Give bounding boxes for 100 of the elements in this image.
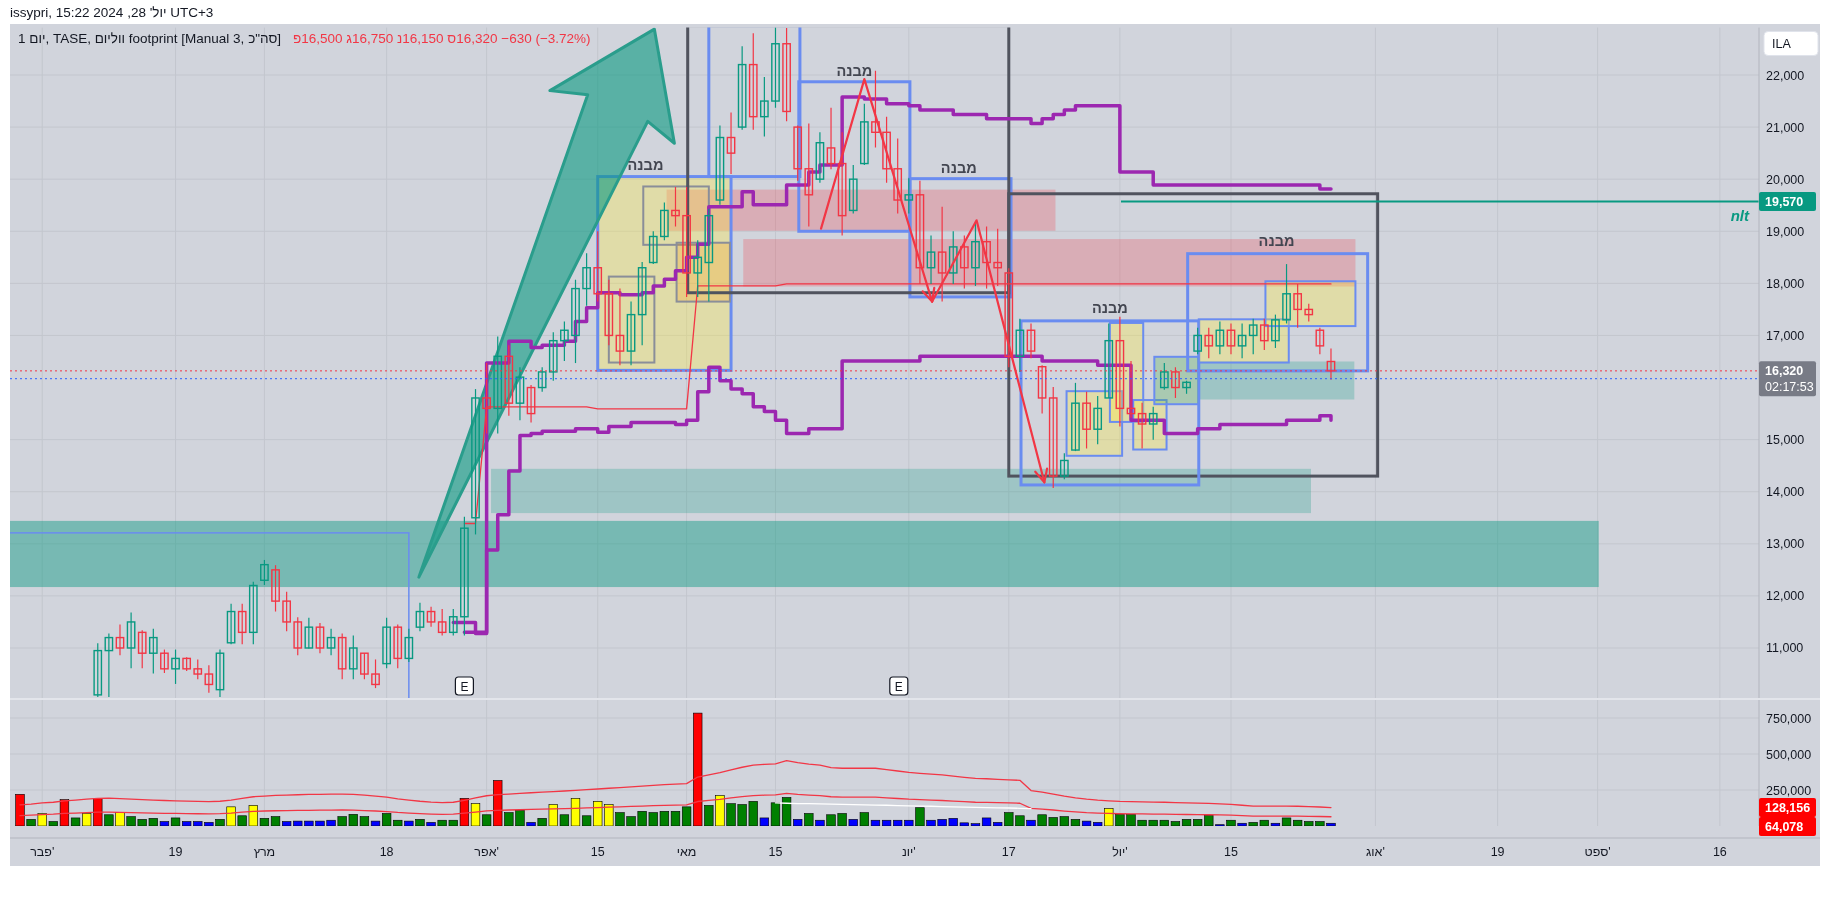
annotation: מבנה bbox=[1091, 300, 1128, 317]
bar bbox=[570, 798, 581, 826]
candlestick bbox=[748, 32, 758, 131]
candlestick bbox=[1271, 314, 1280, 349]
x-tick-label: אפר' bbox=[474, 845, 499, 859]
candlestick bbox=[315, 622, 325, 654]
annotation: מבנה bbox=[940, 160, 977, 177]
bar bbox=[470, 803, 481, 826]
x-tick-label: 19 bbox=[1490, 845, 1505, 859]
candlestick bbox=[282, 591, 292, 632]
x-tick-label: 15 bbox=[590, 845, 605, 859]
candlestick bbox=[571, 279, 580, 364]
candlestick bbox=[937, 206, 947, 303]
x-tick-label: 15 bbox=[768, 845, 783, 859]
y-tick-label: 15,000 bbox=[1766, 433, 1805, 448]
text: 128,156 bbox=[1765, 801, 1811, 816]
candlestick bbox=[826, 107, 836, 170]
candlestick bbox=[948, 230, 958, 285]
candlestick bbox=[137, 629, 147, 669]
candlestick bbox=[248, 581, 258, 645]
x-tick-label: ספט' bbox=[1584, 845, 1611, 859]
candlestick bbox=[760, 76, 769, 138]
annotation: מבנה bbox=[1258, 233, 1295, 250]
candlestick bbox=[215, 648, 225, 698]
candlestick bbox=[271, 564, 280, 613]
y-tick-label: 20,000 bbox=[1766, 172, 1805, 187]
text: 19,570 bbox=[1765, 195, 1804, 210]
candlestick bbox=[226, 603, 236, 645]
candlestick bbox=[204, 664, 214, 694]
candlestick bbox=[660, 202, 669, 241]
candlestick bbox=[382, 617, 391, 669]
y-tick-label: 18,000 bbox=[1766, 276, 1805, 291]
candlestick bbox=[415, 602, 425, 632]
candlestick bbox=[126, 611, 136, 669]
candlestick bbox=[337, 632, 347, 680]
candlestick bbox=[1193, 327, 1203, 355]
candlestick bbox=[1315, 327, 1325, 355]
candlestick bbox=[448, 608, 458, 637]
candlestick bbox=[1059, 452, 1069, 480]
chart-subtitle: פ16,500 ג16,750 נ16,150 ס16,320 −630 (−3.72%) bbox=[293, 31, 591, 46]
y-tick-label: 22,000 bbox=[1766, 68, 1805, 83]
candlestick bbox=[548, 331, 558, 382]
x-tick-label: אוג' bbox=[1366, 845, 1385, 859]
candlestick bbox=[460, 516, 469, 637]
candlestick bbox=[260, 559, 269, 586]
candlestick bbox=[604, 279, 614, 346]
y-tick-label: 11,000 bbox=[1766, 641, 1804, 656]
candlestick bbox=[237, 603, 247, 645]
candlestick bbox=[493, 335, 503, 434]
candlestick bbox=[393, 623, 403, 669]
line-series bbox=[19, 759, 1332, 809]
candlestick bbox=[293, 616, 303, 656]
candlestick bbox=[771, 27, 780, 109]
candlestick bbox=[871, 70, 880, 149]
candlestick bbox=[1093, 395, 1103, 445]
x-tick-label: 16 bbox=[1712, 845, 1727, 859]
candlestick bbox=[1215, 320, 1225, 355]
candlestick bbox=[526, 384, 536, 424]
y-tick-label: 13,000 bbox=[1766, 537, 1805, 552]
text: 16,320 bbox=[1765, 364, 1804, 379]
candlestick bbox=[304, 617, 314, 650]
annotation: מבנה bbox=[627, 157, 664, 174]
text: 64,078 bbox=[1765, 820, 1804, 835]
candlestick bbox=[793, 124, 803, 182]
annotation: E bbox=[894, 679, 903, 694]
candlestick bbox=[682, 186, 691, 298]
candlestick bbox=[160, 648, 169, 674]
candlestick bbox=[115, 623, 125, 656]
candlestick bbox=[671, 186, 680, 228]
text: 02:17:53 bbox=[1765, 380, 1814, 395]
candlestick bbox=[1015, 318, 1025, 373]
candlestick bbox=[1071, 382, 1080, 452]
candlestick bbox=[193, 658, 203, 680]
candlestick bbox=[560, 320, 569, 362]
candlestick bbox=[1082, 391, 1091, 450]
chart-title: 1 יום, TASE, ווליום footprint [Manual 3, סה"כ] bbox=[18, 31, 282, 46]
candlestick bbox=[1159, 362, 1169, 391]
y-tick-label: 750,000 bbox=[1766, 711, 1812, 726]
candlestick bbox=[537, 366, 547, 393]
x-tick-label: 18 bbox=[379, 845, 394, 859]
annotation: E bbox=[460, 679, 469, 694]
candlestick bbox=[471, 388, 480, 536]
candlestick bbox=[626, 300, 636, 366]
candlestick bbox=[837, 131, 847, 237]
x-tick-label: 19 bbox=[168, 845, 183, 859]
candlestick bbox=[426, 606, 436, 628]
x-tick-label: יונ' bbox=[901, 845, 916, 859]
candlestick bbox=[360, 652, 369, 680]
candlestick bbox=[815, 131, 825, 184]
candlestick bbox=[1026, 322, 1036, 359]
candlestick bbox=[893, 137, 903, 215]
candlestick bbox=[515, 366, 525, 421]
candlestick bbox=[648, 230, 658, 265]
candlestick bbox=[848, 164, 858, 215]
candlestick bbox=[93, 642, 103, 698]
ref-line-label: nlt bbox=[1730, 206, 1750, 224]
candlestick bbox=[104, 632, 114, 698]
candlestick bbox=[593, 230, 603, 303]
candlestick bbox=[1259, 318, 1269, 351]
candlestick bbox=[904, 177, 914, 215]
